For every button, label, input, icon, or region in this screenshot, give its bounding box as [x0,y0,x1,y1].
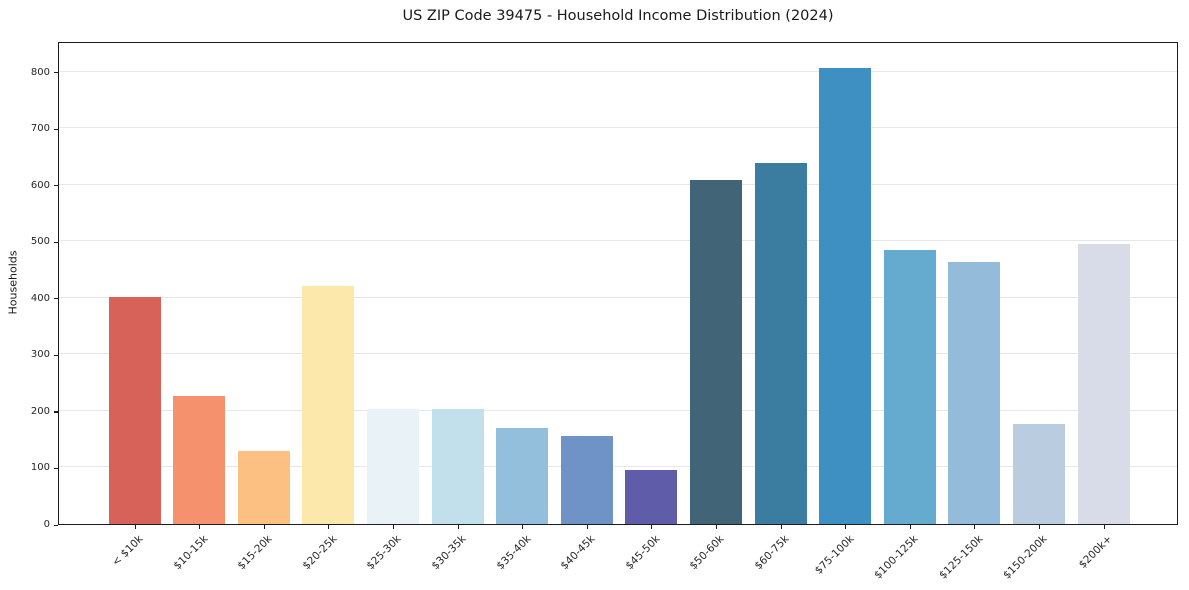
x-tick-mark [328,525,330,529]
x-tick-mark [392,525,395,529]
bar-$20-25k [302,286,355,524]
y-tick-label-100: 100 [30,462,50,474]
gridline-400 [59,296,1177,298]
y-tick-label-0: 0 [43,519,50,530]
bar-$30-35k [431,408,484,524]
plot-area [58,42,1178,525]
bar-$100-125k [883,250,936,524]
y-tick-mark [54,241,58,243]
bar-$200k+ [1077,244,1130,524]
bar-$150-200k [1012,424,1065,524]
y-tick-mark [54,467,58,470]
bar-$45-50k [625,470,678,524]
y-tick-label-500: 500 [30,236,50,248]
y-tick-mark [54,354,58,356]
bar-$125-150k [948,262,1001,524]
x-tick-mark [1103,525,1105,529]
y-tick-mark [54,128,58,130]
bar-$75-100k [819,67,872,524]
x-tick-mark [651,525,653,529]
y-tick-label-400: 400 [30,292,50,304]
y-tick-label-200: 200 [30,405,50,417]
y-tick-label-600: 600 [30,179,50,191]
gridline-800 [59,70,1177,72]
x-tick-mark [199,525,201,529]
chart-title: US ZIP Code 39475 - Household Income Dis… [402,8,834,24]
gridline-300 [59,353,1177,355]
bar-$40-45k [560,436,613,524]
y-tick-mark [54,185,58,187]
gridline-200 [59,409,1177,411]
y-tick-mark [54,72,58,74]
x-tick-mark [845,525,847,529]
y-tick-mark [54,411,58,413]
bar-$35-40k [496,428,549,524]
x-tick-mark [134,525,136,529]
x-tick-label-< $10k: < $10k [109,533,146,569]
bar-< $10k [108,297,161,524]
y-tick-mark [54,524,58,526]
x-tick-mark [522,525,524,529]
y-tick-label-700: 700 [30,123,50,135]
gridline-100 [59,466,1177,468]
y-axis-label: Households [6,250,20,315]
x-tick-mark [263,525,265,529]
x-tick-mark [457,525,459,529]
bar-$50-60k [689,180,742,524]
gridline-700 [59,127,1177,129]
x-tick-mark [586,525,588,529]
y-tick-label-800: 800 [30,66,50,78]
bar-$60-75k [754,163,807,524]
gridline-500 [59,240,1177,242]
gridline-600 [59,183,1177,185]
x-tick-mark [909,525,911,529]
y-tick-mark [54,298,58,300]
x-tick-mark [715,525,718,529]
x-tick-mark [780,525,782,529]
x-tick-mark [974,525,976,529]
bar-$10-15k [173,395,226,524]
bar-$25-30k [366,409,419,524]
x-tick-mark [1038,525,1041,529]
y-tick-label-300: 300 [30,349,50,361]
bar-$15-20k [237,451,290,524]
